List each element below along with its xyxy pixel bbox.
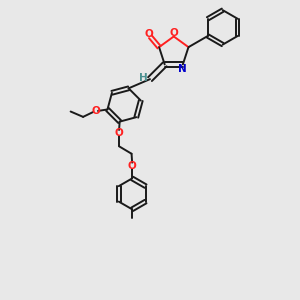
Text: O: O xyxy=(115,128,123,138)
Text: H: H xyxy=(139,73,148,82)
Text: O: O xyxy=(128,160,136,171)
Text: O: O xyxy=(145,29,154,39)
Text: O: O xyxy=(91,106,100,116)
Text: O: O xyxy=(170,28,179,38)
Text: N: N xyxy=(178,64,187,74)
